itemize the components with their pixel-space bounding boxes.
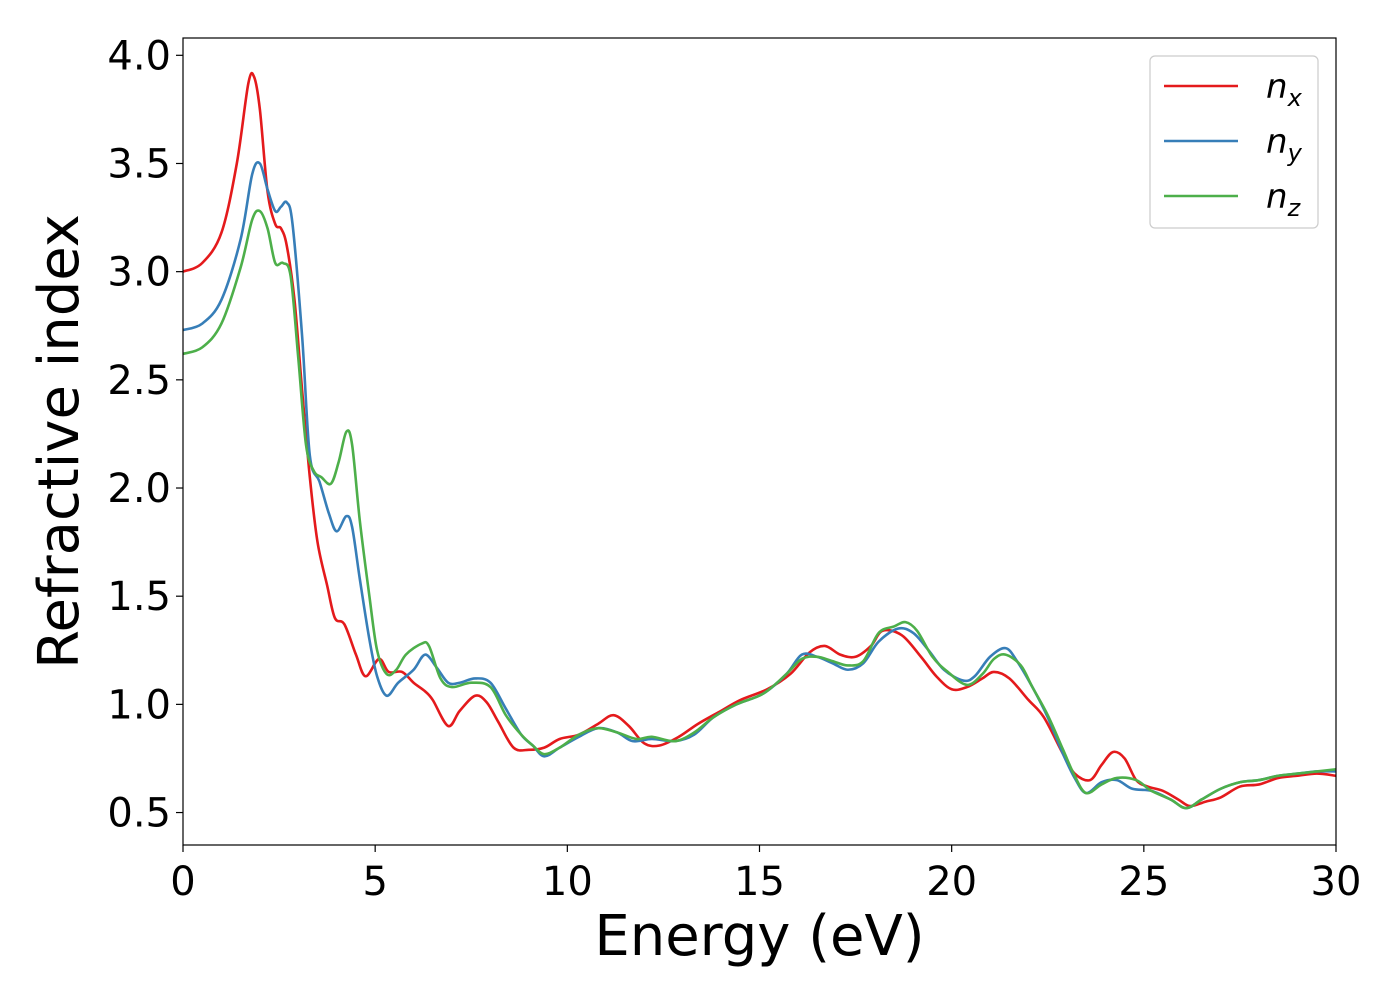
plot-frame: [182, 37, 1337, 846]
y-tick-label: 1.5: [107, 574, 171, 620]
x-axis-ticks: 0 5 10 15 20 25 30: [170, 845, 1361, 905]
x-tick-label: 10: [542, 859, 593, 905]
y-tick-label: 4.0: [107, 33, 171, 79]
y-axis-label: Refractive index: [27, 214, 92, 669]
x-tick-label: 30: [1311, 859, 1362, 905]
x-tick-label: 20: [926, 859, 977, 905]
x-tick-label: 25: [1118, 859, 1169, 905]
y-tick-label: 1.0: [107, 682, 171, 728]
x-tick-label: 0: [170, 859, 195, 905]
series-line-nx: [183, 71, 1336, 808]
x-axis-label: Energy (eV): [594, 904, 924, 969]
y-tick-label: 0.5: [107, 791, 171, 837]
x-tick-label: 5: [362, 859, 387, 905]
y-tick-label: 3.0: [107, 250, 171, 296]
y-tick-label: 2.5: [107, 358, 171, 404]
y-tick-label: 3.5: [107, 141, 171, 187]
series-line-nz: [183, 209, 1336, 810]
y-axis-ticks: 0.5 1.0 1.5 2.0 2.5 3.0 3.5 4.0: [107, 33, 183, 837]
series-layer: [183, 71, 1336, 810]
y-tick-label: 2.0: [107, 466, 171, 512]
x-tick-label: 15: [734, 859, 785, 905]
